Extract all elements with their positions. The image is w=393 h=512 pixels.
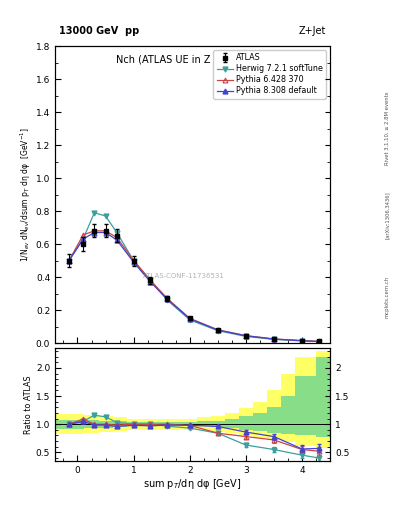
Pythia 8.308 default (300, 337, 305, 344)
Herwig 7.2.1 softTune (165, 297, 170, 303)
Text: 13000 GeV  pp: 13000 GeV pp (59, 26, 139, 36)
Text: Nch (ATLAS UE in Z production): Nch (ATLAS UE in Z production) (116, 55, 270, 65)
Text: Z+Jet: Z+Jet (299, 26, 326, 36)
Pythia 8.308 default (244, 333, 248, 339)
Pythia 8.308 default (67, 258, 72, 264)
Herwig 7.2.1 softTune (300, 338, 305, 344)
Pythia 8.308 default (148, 279, 153, 285)
Text: mcplots.cern.ch: mcplots.cern.ch (385, 276, 389, 318)
Text: [arXiv:1306.3436]: [arXiv:1306.3436] (385, 191, 389, 239)
Pythia 6.428 370 (67, 258, 72, 264)
Y-axis label: 1/N$_{ev}$ dN$_{ev}$/dsum p$_T$ dη dφ  [GeV$^{-1}$]: 1/N$_{ev}$ dN$_{ev}$/dsum p$_T$ dη dφ [G… (18, 127, 33, 262)
Pythia 8.308 default (103, 229, 108, 236)
Pythia 8.308 default (165, 296, 170, 303)
Pythia 8.308 default (81, 236, 85, 242)
Pythia 6.428 370 (165, 295, 170, 302)
Pythia 6.428 370 (148, 278, 153, 284)
Herwig 7.2.1 softTune (92, 209, 97, 216)
Pythia 8.308 default (316, 338, 321, 345)
Herwig 7.2.1 softTune (103, 213, 108, 219)
Y-axis label: Ratio to ATLAS: Ratio to ATLAS (24, 375, 33, 434)
Pythia 6.428 370 (114, 234, 119, 241)
X-axis label: sum p$_T$/dη dφ [GeV]: sum p$_T$/dη dφ [GeV] (143, 477, 242, 492)
Herwig 7.2.1 softTune (187, 317, 192, 323)
Pythia 8.308 default (272, 336, 276, 342)
Line: Herwig 7.2.1 softTune: Herwig 7.2.1 softTune (67, 210, 321, 344)
Line: Pythia 6.428 370: Pythia 6.428 370 (67, 228, 321, 344)
Herwig 7.2.1 softTune (148, 278, 153, 284)
Pythia 6.428 370 (81, 232, 85, 238)
Pythia 6.428 370 (215, 327, 220, 333)
Pythia 6.428 370 (244, 333, 248, 339)
Pythia 6.428 370 (92, 228, 97, 234)
Herwig 7.2.1 softTune (114, 229, 119, 236)
Pythia 6.428 370 (103, 228, 108, 234)
Herwig 7.2.1 softTune (244, 333, 248, 339)
Text: ATLAS-CONF-11736531: ATLAS-CONF-11736531 (143, 273, 225, 279)
Herwig 7.2.1 softTune (131, 258, 136, 264)
Herwig 7.2.1 softTune (67, 258, 72, 264)
Herwig 7.2.1 softTune (272, 336, 276, 343)
Pythia 8.308 default (187, 316, 192, 322)
Text: Rivet 3.1.10, ≥ 2.8M events: Rivet 3.1.10, ≥ 2.8M events (385, 91, 389, 165)
Herwig 7.2.1 softTune (81, 236, 85, 242)
Pythia 6.428 370 (316, 338, 321, 345)
Legend: ATLAS, Herwig 7.2.1 softTune, Pythia 6.428 370, Pythia 8.308 default: ATLAS, Herwig 7.2.1 softTune, Pythia 6.4… (213, 50, 326, 99)
Pythia 8.308 default (215, 327, 220, 333)
Herwig 7.2.1 softTune (316, 338, 321, 345)
Herwig 7.2.1 softTune (215, 328, 220, 334)
Pythia 8.308 default (114, 237, 119, 243)
Pythia 6.428 370 (187, 315, 192, 322)
Line: Pythia 8.308 default: Pythia 8.308 default (67, 230, 321, 344)
Pythia 8.308 default (131, 259, 136, 265)
Pythia 6.428 370 (131, 258, 136, 264)
Pythia 6.428 370 (272, 336, 276, 342)
Pythia 6.428 370 (300, 337, 305, 344)
Pythia 8.308 default (92, 229, 97, 236)
